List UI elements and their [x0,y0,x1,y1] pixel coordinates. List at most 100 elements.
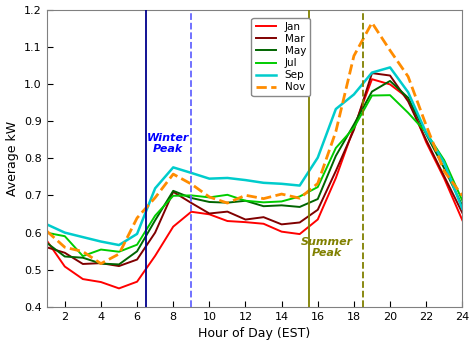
Jul [369,93,375,98]
Jan [134,280,140,284]
Sep [441,161,447,165]
Sep [405,90,411,94]
May [171,189,176,193]
Jan [441,176,447,181]
Text: Summer
Peak: Summer Peak [301,237,353,258]
Mar [189,201,194,205]
Jul [98,247,104,252]
Jul [261,200,266,204]
Mar [98,261,104,265]
Jan [225,219,230,223]
Nov [261,197,266,201]
Sep [171,165,176,170]
Jan [369,77,375,81]
Jul [207,195,212,199]
Jan [423,140,429,144]
Mar [297,220,303,225]
Legend: Jan, Mar, May, Jul, Sep, Nov: Jan, Mar, May, Jul, Sep, Nov [251,18,310,97]
Mar [243,218,248,222]
Nov [62,245,67,249]
Jan [243,220,248,224]
May [152,218,158,222]
Mar [171,190,176,194]
Nov [80,249,86,254]
Jan [387,82,393,86]
Jul [44,231,49,235]
Nov [44,229,49,233]
Jul [189,193,194,198]
Mar [44,245,49,249]
Mar [333,169,339,173]
Sep [189,171,194,175]
Mar [387,73,393,78]
May [261,204,266,208]
Mar [62,251,67,255]
Line: Mar: Mar [47,73,462,266]
Line: May: May [47,81,462,264]
Sep [243,178,248,182]
Nov [116,252,122,256]
Nov [297,196,303,200]
Nov [189,182,194,186]
May [134,249,140,253]
May [62,254,67,258]
Jul [243,199,248,203]
May [369,90,375,94]
Nov [369,21,375,25]
Jul [423,130,429,135]
May [80,256,86,260]
Jul [333,146,339,150]
Sep [459,207,465,211]
Nov [98,262,104,266]
Sep [225,176,230,180]
Mar [134,257,140,262]
Jan [207,212,212,216]
Jan [152,254,158,258]
Jul [441,158,447,162]
Jul [171,194,176,198]
Mar [315,208,321,212]
X-axis label: Hour of Day (EST): Hour of Day (EST) [199,327,311,340]
Jul [405,111,411,115]
May [423,132,429,136]
Nov [333,129,339,134]
Y-axis label: Average kW: Average kW [6,121,19,196]
May [44,241,49,245]
Mar [80,262,86,266]
May [297,205,303,209]
Sep [387,65,393,70]
Jul [297,194,303,199]
Jan [116,286,122,290]
May [116,262,122,266]
Line: Jan: Jan [47,79,462,288]
Jan [297,232,303,236]
Sep [207,176,212,181]
Nov [423,123,429,127]
Nov [171,172,176,176]
Jan [98,280,104,284]
May [243,199,248,203]
Mar [207,211,212,216]
Mar [152,230,158,235]
Mar [369,71,375,75]
Line: Nov: Nov [47,23,462,264]
Sep [297,183,303,188]
Sep [369,71,375,75]
Mar [351,128,357,132]
Jan [171,225,176,229]
Jul [134,243,140,247]
May [441,166,447,171]
Sep [116,243,122,247]
Sep [134,232,140,236]
Jul [80,254,86,258]
Mar [261,215,266,219]
Line: Sep: Sep [47,67,462,245]
Jan [315,217,321,221]
Jul [279,199,285,203]
May [405,95,411,100]
Jan [279,230,285,234]
May [279,203,285,207]
Sep [261,181,266,185]
May [333,154,339,158]
Mar [459,211,465,215]
